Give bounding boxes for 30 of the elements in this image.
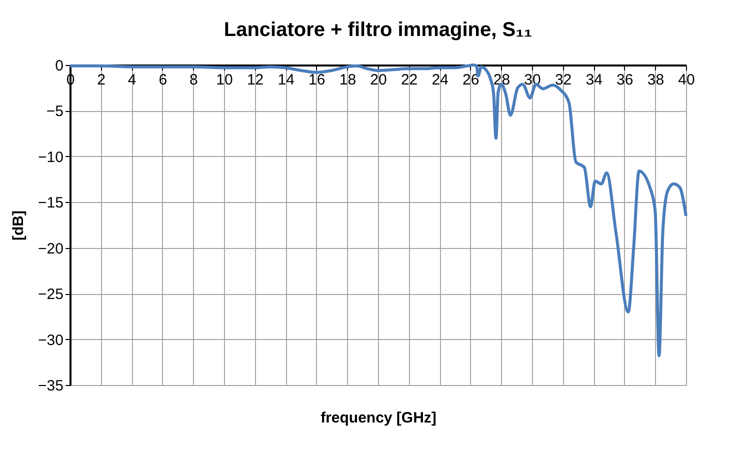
x-tick-label: 38 bbox=[647, 72, 664, 88]
x-tick-label: 6 bbox=[158, 72, 168, 88]
x-tick-label: 32 bbox=[554, 72, 572, 88]
x-tick-label: 10 bbox=[216, 72, 233, 88]
y-tick-label: −15 bbox=[38, 194, 64, 212]
x-tick-label: 28 bbox=[493, 72, 510, 88]
x-tick-label: 34 bbox=[586, 72, 602, 88]
x-tick-label: 24 bbox=[432, 72, 448, 88]
x-tick-label: 16 bbox=[308, 72, 326, 88]
y-tick-label: −30 bbox=[38, 332, 64, 349]
y-tick-label: −20 bbox=[38, 240, 64, 258]
y-tick-label: −5 bbox=[46, 103, 64, 120]
x-tick-label: 18 bbox=[339, 72, 356, 88]
x-tick-label: 22 bbox=[400, 72, 418, 88]
x-tick-label: 4 bbox=[128, 72, 136, 88]
x-tick-label: 8 bbox=[190, 72, 198, 88]
x-tick-label: 14 bbox=[278, 72, 294, 88]
y-tick-label: −35 bbox=[38, 378, 64, 394]
x-tick-label: 36 bbox=[616, 72, 634, 88]
x-tick-label: 20 bbox=[370, 72, 387, 88]
chart-title: Lanciatore + filtro immagine, S₁₁ bbox=[224, 19, 532, 41]
y-axis-title: [dB] bbox=[10, 210, 28, 240]
y-tick-label: −25 bbox=[38, 286, 64, 304]
y-tick-label: −10 bbox=[38, 148, 64, 166]
x-tick-label: 2 bbox=[97, 72, 106, 88]
x-tick-label: 26 bbox=[462, 72, 480, 88]
y-tick-label: 0 bbox=[55, 58, 64, 74]
x-tick-label: 40 bbox=[678, 72, 695, 88]
x-axis-title: frequency [GHz] bbox=[320, 410, 436, 426]
x-tick-label: 12 bbox=[246, 72, 264, 88]
